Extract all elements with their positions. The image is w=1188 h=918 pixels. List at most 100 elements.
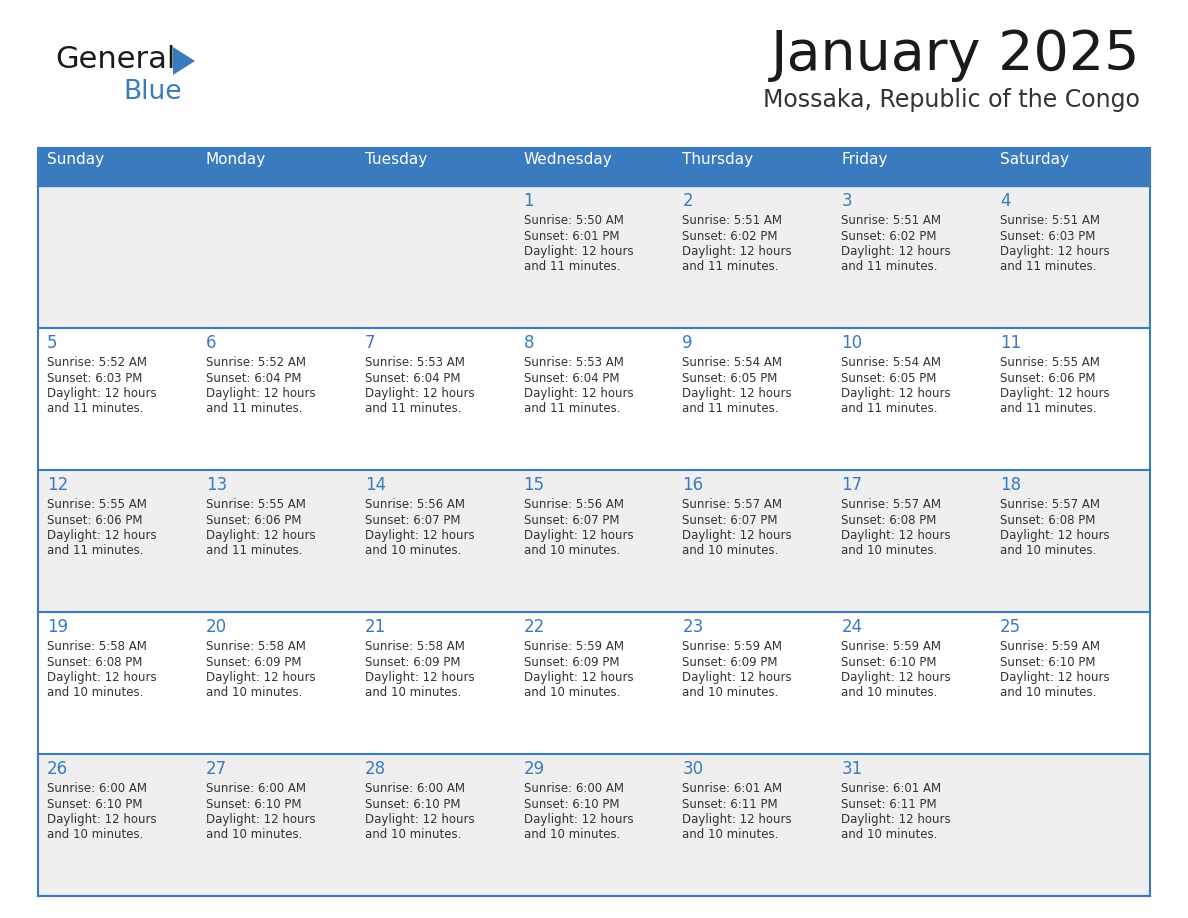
Bar	[38, 148, 1150, 896]
Text: and 11 minutes.: and 11 minutes.	[841, 402, 937, 416]
Text: Daylight: 12 hours: Daylight: 12 hours	[682, 529, 792, 542]
Text: Friday: Friday	[841, 152, 887, 167]
Text: Sunset: 6:07 PM: Sunset: 6:07 PM	[682, 513, 778, 527]
Text: 5: 5	[48, 334, 57, 352]
Text: Daylight: 12 hours: Daylight: 12 hours	[682, 387, 792, 400]
Text: January 2025: January 2025	[771, 28, 1140, 82]
Text: Daylight: 12 hours: Daylight: 12 hours	[841, 671, 950, 684]
Text: 31: 31	[841, 760, 862, 778]
Text: 3: 3	[841, 192, 852, 210]
Text: Tuesday: Tuesday	[365, 152, 426, 167]
Text: and 11 minutes.: and 11 minutes.	[841, 261, 937, 274]
Text: and 11 minutes.: and 11 minutes.	[48, 544, 144, 557]
Text: 9: 9	[682, 334, 693, 352]
Text: 4: 4	[1000, 192, 1011, 210]
Text: and 10 minutes.: and 10 minutes.	[682, 687, 779, 700]
Text: and 10 minutes.: and 10 minutes.	[524, 829, 620, 842]
Text: Daylight: 12 hours: Daylight: 12 hours	[524, 387, 633, 400]
Bar	[38, 328, 1150, 470]
Bar	[991, 148, 1150, 186]
Text: Daylight: 12 hours: Daylight: 12 hours	[682, 245, 792, 258]
Text: Daylight: 12 hours: Daylight: 12 hours	[1000, 671, 1110, 684]
Text: 14: 14	[365, 476, 386, 494]
Text: Sunrise: 5:58 AM: Sunrise: 5:58 AM	[365, 640, 465, 653]
Text: General: General	[55, 45, 176, 74]
Text: Sunrise: 6:00 AM: Sunrise: 6:00 AM	[524, 782, 624, 795]
Text: Sunset: 6:07 PM: Sunset: 6:07 PM	[524, 513, 619, 527]
Text: 6: 6	[206, 334, 216, 352]
Text: and 10 minutes.: and 10 minutes.	[841, 829, 937, 842]
Text: Sunrise: 5:55 AM: Sunrise: 5:55 AM	[1000, 356, 1100, 369]
Text: 28: 28	[365, 760, 386, 778]
Text: Sunset: 6:05 PM: Sunset: 6:05 PM	[682, 372, 778, 385]
Text: 12: 12	[48, 476, 68, 494]
Text: Daylight: 12 hours: Daylight: 12 hours	[48, 671, 157, 684]
Bar	[514, 148, 674, 186]
Text: and 11 minutes.: and 11 minutes.	[682, 402, 779, 416]
Text: and 11 minutes.: and 11 minutes.	[682, 261, 779, 274]
Text: Daylight: 12 hours: Daylight: 12 hours	[682, 813, 792, 826]
Text: and 10 minutes.: and 10 minutes.	[48, 829, 144, 842]
Text: Daylight: 12 hours: Daylight: 12 hours	[206, 671, 316, 684]
Text: Daylight: 12 hours: Daylight: 12 hours	[365, 387, 474, 400]
Text: and 11 minutes.: and 11 minutes.	[48, 402, 144, 416]
Text: Daylight: 12 hours: Daylight: 12 hours	[365, 813, 474, 826]
Text: Daylight: 12 hours: Daylight: 12 hours	[682, 671, 792, 684]
Text: Sunday: Sunday	[48, 152, 105, 167]
Text: and 10 minutes.: and 10 minutes.	[365, 687, 461, 700]
Text: and 10 minutes.: and 10 minutes.	[206, 829, 302, 842]
Text: Sunrise: 5:56 AM: Sunrise: 5:56 AM	[524, 498, 624, 511]
Text: 22: 22	[524, 618, 545, 636]
Text: Sunrise: 5:59 AM: Sunrise: 5:59 AM	[1000, 640, 1100, 653]
Text: Daylight: 12 hours: Daylight: 12 hours	[841, 529, 950, 542]
Text: 23: 23	[682, 618, 703, 636]
Text: Daylight: 12 hours: Daylight: 12 hours	[524, 529, 633, 542]
Text: and 10 minutes.: and 10 minutes.	[682, 544, 779, 557]
Text: Sunset: 6:05 PM: Sunset: 6:05 PM	[841, 372, 936, 385]
Text: Sunset: 6:01 PM: Sunset: 6:01 PM	[524, 230, 619, 242]
Text: Sunset: 6:04 PM: Sunset: 6:04 PM	[206, 372, 302, 385]
Text: 8: 8	[524, 334, 535, 352]
Bar	[38, 612, 1150, 754]
Text: Sunset: 6:02 PM: Sunset: 6:02 PM	[841, 230, 937, 242]
Text: Daylight: 12 hours: Daylight: 12 hours	[841, 387, 950, 400]
Text: Daylight: 12 hours: Daylight: 12 hours	[206, 813, 316, 826]
Text: Daylight: 12 hours: Daylight: 12 hours	[365, 671, 474, 684]
Text: and 10 minutes.: and 10 minutes.	[48, 687, 144, 700]
Text: Sunset: 6:04 PM: Sunset: 6:04 PM	[524, 372, 619, 385]
Text: Sunset: 6:06 PM: Sunset: 6:06 PM	[206, 513, 302, 527]
Text: Thursday: Thursday	[682, 152, 753, 167]
Text: Daylight: 12 hours: Daylight: 12 hours	[1000, 529, 1110, 542]
Text: Daylight: 12 hours: Daylight: 12 hours	[48, 387, 157, 400]
Text: 20: 20	[206, 618, 227, 636]
Bar	[38, 186, 1150, 328]
Text: and 10 minutes.: and 10 minutes.	[841, 687, 937, 700]
Text: and 10 minutes.: and 10 minutes.	[365, 829, 461, 842]
Text: Sunrise: 5:59 AM: Sunrise: 5:59 AM	[682, 640, 783, 653]
Text: Sunset: 6:10 PM: Sunset: 6:10 PM	[1000, 655, 1095, 668]
Text: 7: 7	[365, 334, 375, 352]
Text: 13: 13	[206, 476, 227, 494]
Text: Sunrise: 5:57 AM: Sunrise: 5:57 AM	[841, 498, 941, 511]
Text: Saturday: Saturday	[1000, 152, 1069, 167]
Text: 21: 21	[365, 618, 386, 636]
Text: Sunrise: 5:52 AM: Sunrise: 5:52 AM	[48, 356, 147, 369]
Bar	[674, 148, 833, 186]
Text: Sunset: 6:11 PM: Sunset: 6:11 PM	[841, 798, 937, 811]
Text: Sunrise: 5:57 AM: Sunrise: 5:57 AM	[1000, 498, 1100, 511]
Text: Sunset: 6:03 PM: Sunset: 6:03 PM	[1000, 230, 1095, 242]
Text: 2: 2	[682, 192, 693, 210]
Text: and 11 minutes.: and 11 minutes.	[206, 402, 303, 416]
Bar	[38, 470, 1150, 612]
Text: 17: 17	[841, 476, 862, 494]
Text: 16: 16	[682, 476, 703, 494]
Text: and 11 minutes.: and 11 minutes.	[524, 261, 620, 274]
Bar	[38, 148, 197, 186]
Text: and 10 minutes.: and 10 minutes.	[524, 687, 620, 700]
Text: Sunset: 6:06 PM: Sunset: 6:06 PM	[1000, 372, 1095, 385]
Text: and 10 minutes.: and 10 minutes.	[841, 544, 937, 557]
Text: and 11 minutes.: and 11 minutes.	[524, 402, 620, 416]
Text: and 10 minutes.: and 10 minutes.	[206, 687, 302, 700]
Text: Mossaka, Republic of the Congo: Mossaka, Republic of the Congo	[763, 88, 1140, 112]
Text: 29: 29	[524, 760, 544, 778]
